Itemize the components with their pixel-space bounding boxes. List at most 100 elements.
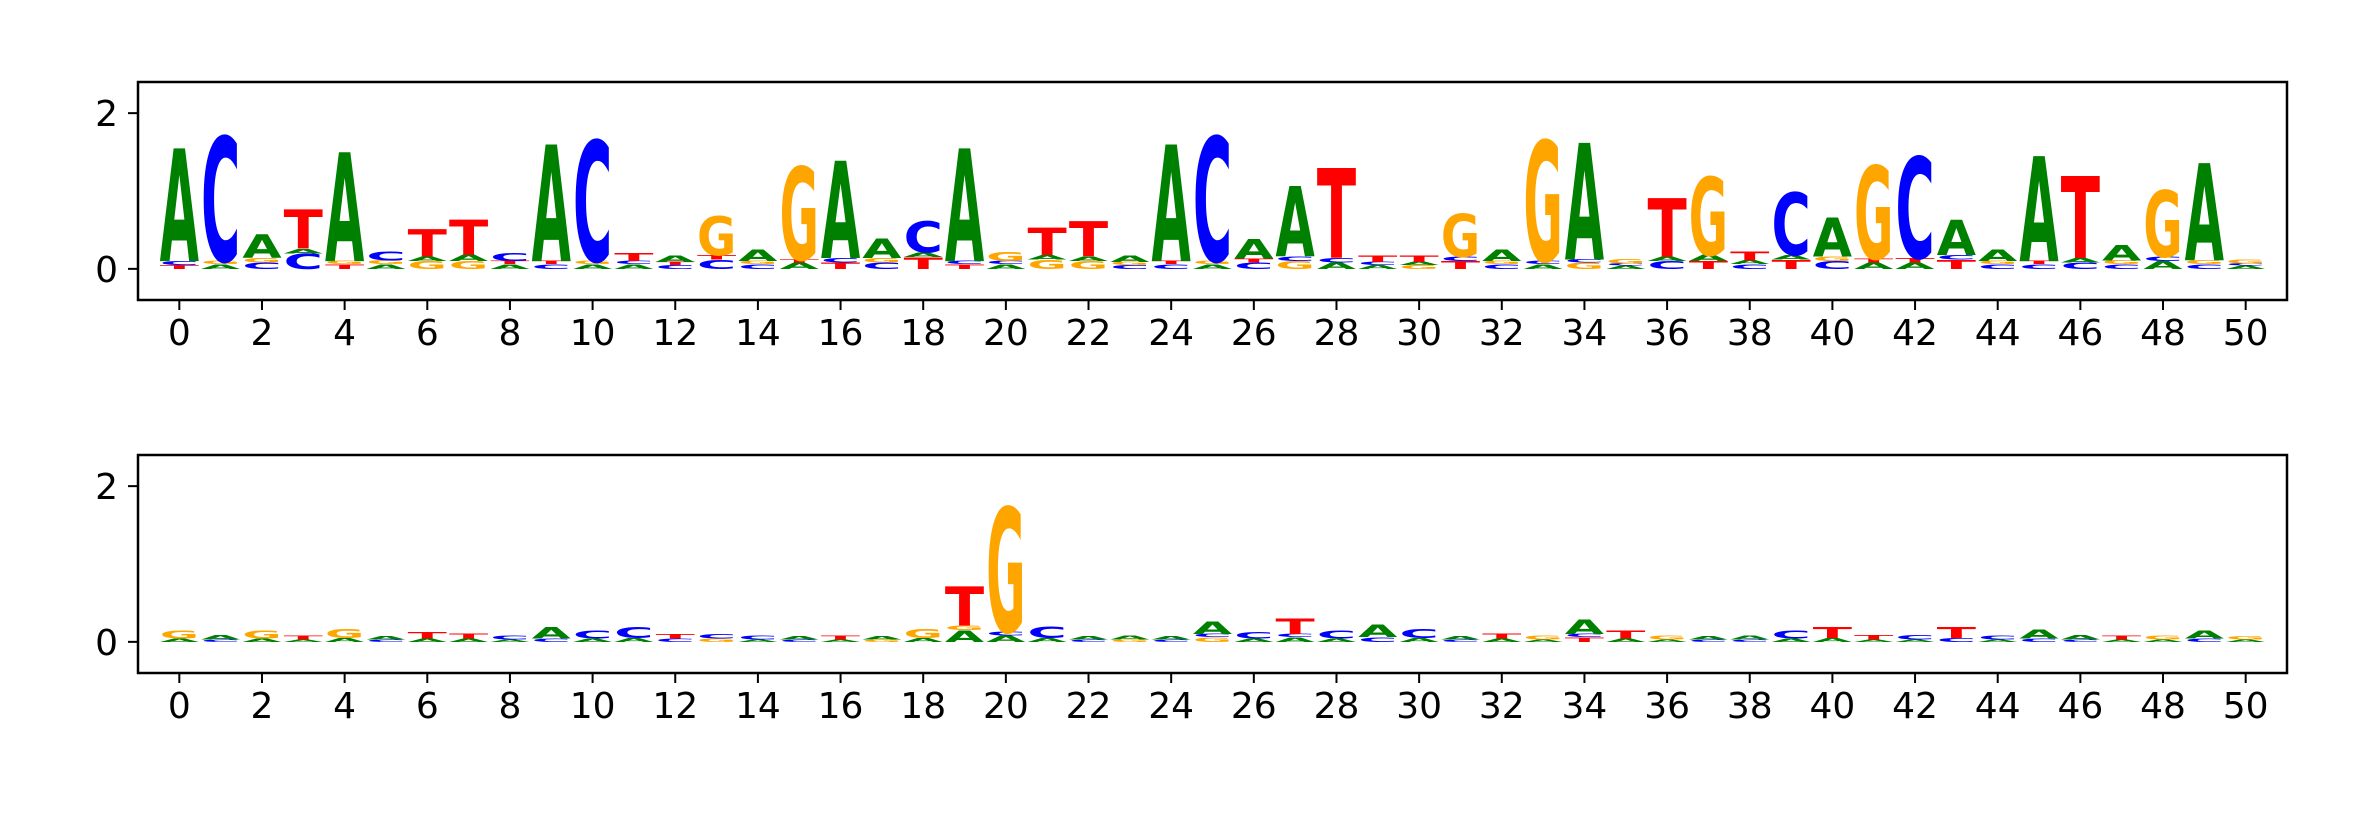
- logo-letter-A-pos35: A: [1606, 265, 1645, 270]
- logo-letter-C-pos44: C: [1978, 263, 2017, 270]
- logo-letter-G-pos47: G: [2102, 259, 2141, 265]
- logo-letter-C-pos27: C: [1276, 255, 1315, 262]
- x-tick-label: 8: [498, 313, 521, 354]
- x-tick-label: 36: [1644, 686, 1690, 727]
- logo-letter-T-pos45: T: [2019, 260, 2058, 265]
- logo-letter-A-pos28: A: [1317, 638, 1356, 643]
- logo-letter-A-pos34: A: [1565, 617, 1605, 640]
- logo-letter-A-pos23: A: [1110, 635, 1149, 641]
- x-tick-label: 50: [2223, 313, 2269, 354]
- logo-letter-G-pos13: G: [697, 638, 736, 643]
- logo-letter-T-pos22: T: [1069, 213, 1108, 268]
- logo-letter-A-pos32: A: [1482, 246, 1521, 265]
- logo-letter-A-pos27: A: [1276, 636, 1315, 644]
- logo-letter-C-pos33: C: [1523, 260, 1562, 265]
- x-tick-label: 4: [333, 313, 356, 354]
- x-tick-label: 42: [1892, 313, 1938, 354]
- axes-frame: [136, 453, 2289, 675]
- logo-letter-A-pos10: A: [573, 638, 612, 643]
- logo-letter-T-pos34: T: [1565, 636, 1604, 644]
- logo-letter-G-pos10: G: [573, 260, 612, 265]
- logo-letter-G-pos23: G: [1110, 261, 1149, 266]
- x-tick-label: 10: [570, 313, 616, 354]
- logo-letter-A-pos1: A: [201, 634, 240, 642]
- logo-letter-C-pos46: C: [2061, 261, 2100, 271]
- logo-letter-A-pos5: A: [366, 263, 405, 271]
- logo-letter-A-pos41: A: [1854, 261, 1893, 271]
- logo-letter-T-pos36: T: [1647, 183, 1687, 276]
- logo-letter-G-pos25: G: [1193, 636, 1232, 644]
- logo-letter-C-pos25: C: [1193, 633, 1232, 638]
- logo-letter-T-pos32: T: [1482, 632, 1521, 641]
- logo-letter-A-pos17: A: [862, 636, 901, 641]
- logo-letter-A-pos46: A: [2061, 257, 2100, 265]
- logo-letter-T-pos19: T: [945, 263, 984, 271]
- logo-letter-C-pos24: C: [1152, 263, 1191, 270]
- logo-letter-C-pos45: C: [2019, 638, 2058, 643]
- logo-letter-T-pos38: T: [1730, 248, 1770, 263]
- logo-letter-A-pos50: A: [2226, 639, 2266, 643]
- x-tick-label: 28: [1314, 313, 1360, 354]
- x-tick-label: 22: [1066, 313, 1112, 354]
- y-axis-ticks: 02: [95, 94, 138, 291]
- logo-letter-G-pos22: G: [1069, 259, 1108, 271]
- logo-letter-A-pos5: A: [366, 636, 405, 641]
- logo-letter-A-pos11: A: [614, 637, 653, 643]
- logo-letter-A-pos21: A: [1028, 253, 1067, 261]
- x-tick-label: 42: [1892, 686, 1938, 727]
- logo-letter-A-pos26: A: [1234, 638, 1273, 643]
- x-tick-label: 40: [1809, 313, 1855, 354]
- logo-letter-C-pos34: C: [1565, 259, 1604, 264]
- logo-letter-C-pos24: C: [1152, 639, 1191, 643]
- logo-letter-A-pos47: A: [2102, 241, 2141, 266]
- logo-letter-A-pos0: A: [160, 638, 199, 643]
- logo-letter-C-pos39: C: [1771, 176, 1810, 275]
- logo-letter-T-pos21: T: [1028, 221, 1067, 264]
- logo-letter-A-pos18: A: [904, 251, 943, 259]
- logo-letter-C-pos1: C: [201, 639, 240, 643]
- logo-letter-A-pos14: A: [738, 246, 777, 265]
- logo-letter-A-pos50: A: [2226, 265, 2265, 270]
- logo-letter-T-pos39: T: [1771, 257, 1811, 272]
- logo-letter-A-pos22: A: [1069, 636, 1108, 641]
- logo-letter-C-pos5: C: [366, 249, 405, 264]
- logo-letter-A-pos45: A: [2019, 627, 2059, 642]
- logo-letter-C-pos20: C: [986, 260, 1025, 265]
- x-tick-label: 6: [416, 313, 439, 354]
- logo-letter-T-pos29: T: [1358, 254, 1397, 264]
- logo-letter-A-pos15: A: [780, 636, 819, 641]
- logo-letter-A-pos49: A: [2185, 136, 2224, 292]
- logo-letter-A-pos37: A: [1689, 636, 1728, 641]
- x-tick-label: 12: [652, 686, 698, 727]
- logo-letter-C-pos42: C: [1895, 634, 1934, 641]
- logo-letter-A-pos48: A: [2143, 639, 2183, 643]
- logo-letter-A-pos6: A: [408, 638, 447, 643]
- logo-letter-C-pos1: C: [201, 103, 240, 301]
- logo-letter-A-pos46: A: [2061, 634, 2100, 642]
- logo-letter-C-pos19: C: [945, 260, 984, 265]
- logo-letter-G-pos13: G: [697, 205, 736, 267]
- y-tick-label: 0: [95, 250, 118, 291]
- x-tick-label: 46: [2057, 686, 2103, 727]
- logo-letter-T-pos3: T: [284, 201, 323, 263]
- x-tick-label: 36: [1644, 313, 1690, 354]
- logo-letter-G-pos4: G: [325, 627, 364, 642]
- logo-letter-C-pos9: C: [532, 263, 571, 270]
- logo-letter-T-pos9: T: [532, 260, 571, 265]
- logo-letter-C-pos14: C: [738, 263, 777, 270]
- logo-letter-G-pos19: G: [945, 624, 984, 632]
- logo-letter-A-pos45: A: [2019, 129, 2058, 296]
- logo-letter-T-pos12: T: [656, 633, 695, 641]
- logo-letter-A-pos20: A: [986, 634, 1025, 644]
- x-tick-label: 14: [735, 313, 781, 354]
- logo-letter-T-pos47: T: [2102, 635, 2141, 641]
- logo-letter-A-pos3: A: [284, 247, 323, 255]
- logo-letter-C-pos13: C: [697, 633, 736, 640]
- logo-letter-A-pos8: A: [490, 263, 529, 271]
- logo-letter-C-pos40: C: [1813, 259, 1852, 271]
- x-tick-label: 4: [333, 686, 356, 727]
- logo-letter-A-pos44: A: [1978, 639, 2018, 643]
